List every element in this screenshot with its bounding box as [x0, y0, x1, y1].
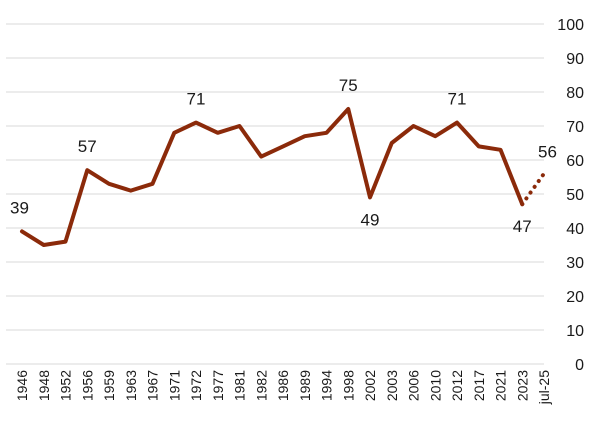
x-tick-label: 1946: [14, 370, 30, 401]
x-tick-label: 1971: [166, 370, 182, 401]
x-tick-label: 1948: [36, 370, 52, 401]
x-tick-label: 1972: [188, 370, 204, 401]
x-tick-label: 1981: [232, 370, 248, 401]
x-tick-label: 1967: [145, 370, 161, 401]
x-tick-label: 1982: [253, 370, 269, 401]
x-tick-label: jul-25: [536, 370, 552, 405]
data-labels: 39 57 71 75 49 71 47 56: [10, 76, 557, 236]
y-tick-label: 30: [566, 255, 584, 272]
series-line-solid: [20, 107, 525, 247]
y-tick-label: 90: [566, 51, 584, 68]
series-line: [20, 107, 546, 247]
x-axis-ticks: 1946 1948 1952 1956 1959 1963 1967 1971 1972 1977…: [14, 370, 552, 405]
y-tick-label: 0: [575, 357, 584, 374]
x-tick-label: 2006: [406, 370, 422, 401]
x-tick-label: 1959: [101, 370, 117, 401]
data-label: 49: [361, 210, 380, 229]
series-line-projection: [520, 171, 546, 207]
x-tick-label: 1998: [340, 370, 356, 401]
y-tick-label: 70: [566, 119, 584, 136]
data-label: 71: [448, 90, 467, 109]
y-tick-label: 80: [566, 85, 584, 102]
y-tick-label: 50: [566, 187, 584, 204]
y-tick-label: 60: [566, 153, 584, 170]
y-axis-ticks: 0 10 20 30 40 50 60 70 80 90 100: [557, 17, 584, 374]
x-tick-label: 1977: [210, 370, 226, 401]
x-tick-label: 2021: [493, 370, 509, 401]
x-tick-label: 2002: [362, 370, 378, 401]
data-label: 56: [538, 143, 557, 162]
data-label: 71: [187, 90, 206, 109]
x-tick-label: 2017: [471, 370, 487, 401]
data-label: 39: [10, 198, 29, 217]
y-tick-label: 10: [566, 323, 584, 340]
x-tick-label: 1952: [58, 370, 74, 401]
data-label: 75: [339, 76, 358, 95]
data-label: 47: [513, 217, 532, 236]
x-tick-label: 1989: [297, 370, 313, 401]
x-tick-label: 2023: [514, 370, 530, 401]
x-tick-label: 2003: [384, 370, 400, 401]
data-label: 57: [78, 137, 97, 156]
y-tick-label: 20: [566, 289, 584, 306]
x-tick-label: 1956: [79, 370, 95, 401]
x-tick-label: 2010: [427, 370, 443, 401]
x-tick-label: 1963: [123, 370, 139, 401]
x-tick-label: 2012: [449, 370, 465, 401]
gridlines: [6, 23, 544, 365]
y-tick-label: 40: [566, 221, 584, 238]
y-tick-label: 100: [557, 17, 584, 34]
x-tick-label: 1986: [275, 370, 291, 401]
x-tick-label: 1994: [319, 370, 335, 401]
